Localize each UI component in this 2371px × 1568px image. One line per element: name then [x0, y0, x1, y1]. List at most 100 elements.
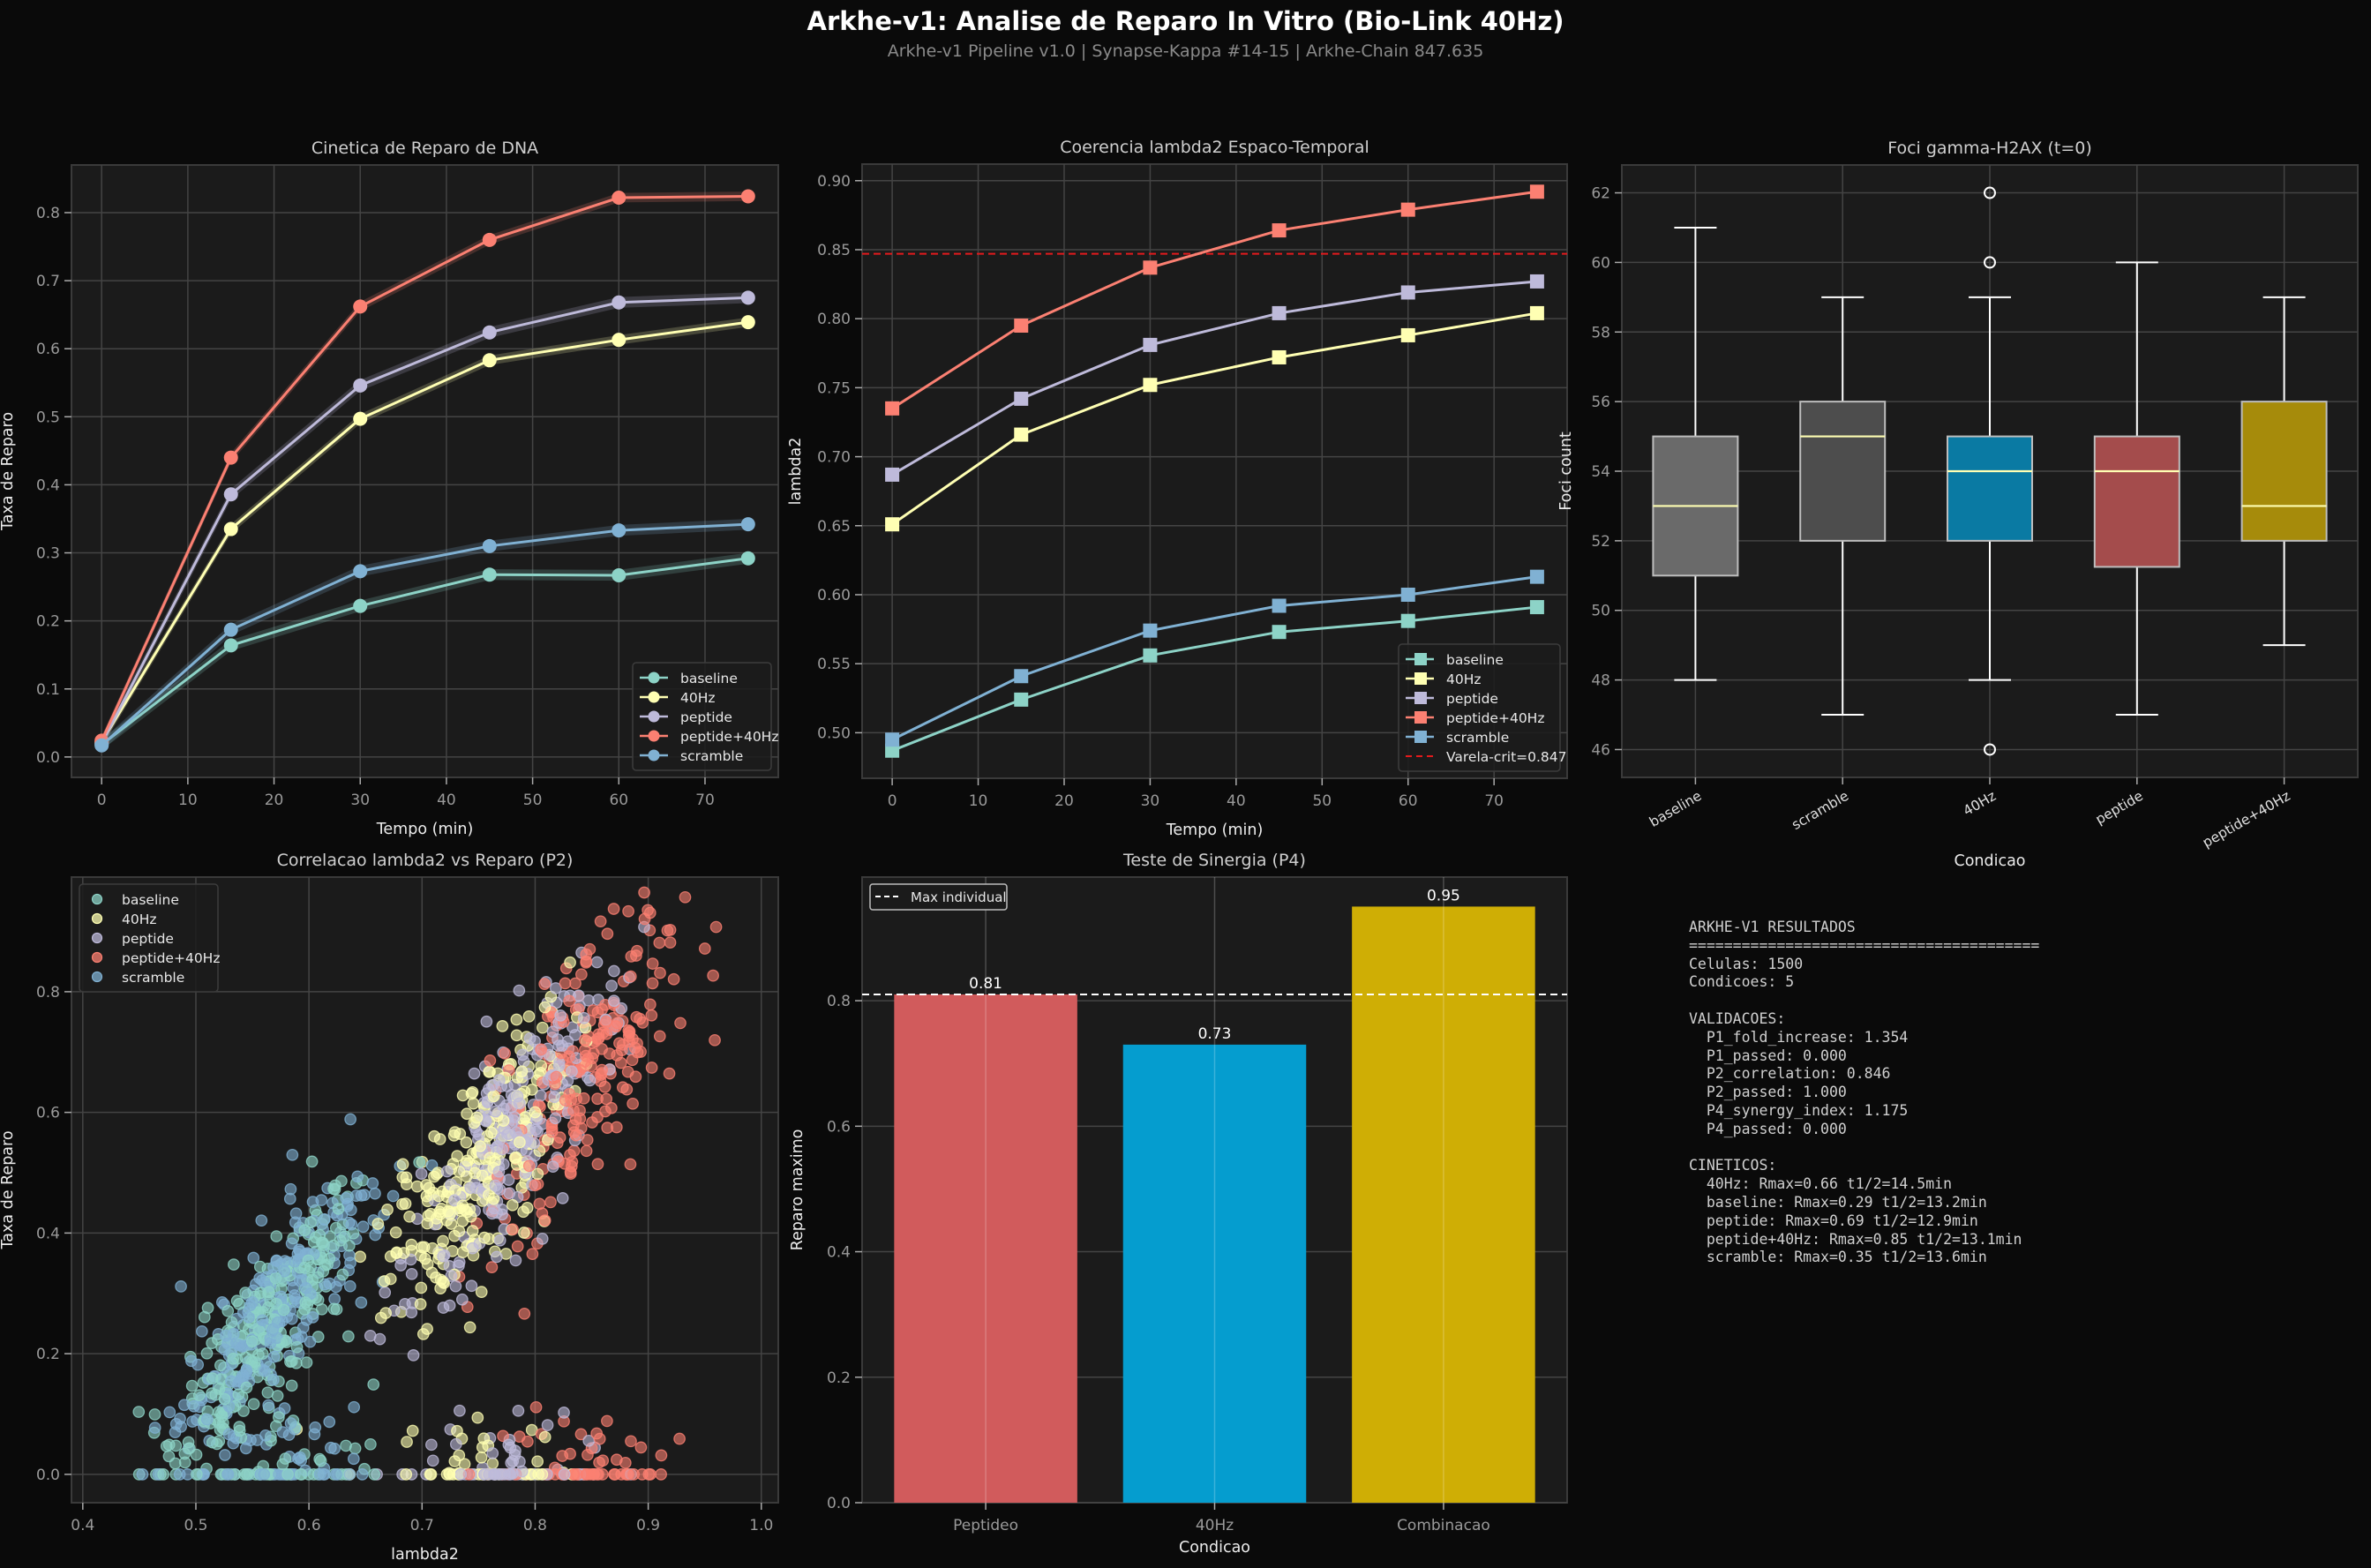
- legend-label: Varela-crit=0.847: [1446, 749, 1567, 765]
- y-tick-label: 0.8: [827, 993, 851, 1010]
- scatter-point: [607, 903, 620, 915]
- scatter-point: [466, 1085, 479, 1099]
- scatter-point: [148, 1422, 161, 1434]
- y-tick-label: 0.80: [817, 311, 851, 328]
- scatter-point: [437, 1302, 450, 1314]
- scatter-point: [624, 1158, 637, 1171]
- data-point: [353, 564, 368, 579]
- scatter-point: [563, 994, 575, 1008]
- scatter-point: [629, 1070, 642, 1084]
- scatter-point: [569, 1029, 581, 1041]
- scatter-point: [261, 1386, 274, 1399]
- scatter-point: [572, 989, 585, 1002]
- series-40hz: [885, 305, 1544, 532]
- scatter-point: [255, 1214, 268, 1227]
- scatter-point: [314, 1454, 327, 1467]
- scatter-point: [630, 949, 642, 962]
- scatter-point: [617, 1039, 629, 1051]
- scatter-point: [311, 1294, 325, 1307]
- scatter-point: [642, 1468, 656, 1481]
- x-tick-label: scramble: [1789, 788, 1851, 833]
- x-tick-label: 50: [523, 792, 543, 809]
- y-tick-label: 0.6: [827, 1118, 851, 1136]
- scatter-point: [420, 1179, 432, 1191]
- scatter-point: [513, 1430, 526, 1444]
- x-tick-label: peptide: [2093, 788, 2146, 828]
- data-point: [482, 232, 497, 247]
- series-baseline: [885, 600, 1544, 758]
- legend-item-scramble: scramble: [640, 748, 743, 764]
- x-tick-label: 30: [350, 792, 370, 809]
- scatter-point: [244, 1299, 257, 1312]
- series-line: [891, 575, 1538, 741]
- data-point: [885, 401, 900, 416]
- scatter-point: [300, 1356, 313, 1369]
- scatter-point: [270, 1255, 283, 1267]
- scatter-point: [667, 972, 680, 986]
- x-tick-label: 50: [1312, 792, 1332, 810]
- data-point: [612, 523, 627, 538]
- data-point: [223, 622, 238, 637]
- scatter-point: [577, 1011, 590, 1024]
- legend-item-peptide-40hz: peptide+40Hz: [91, 950, 220, 966]
- scatter-point: [428, 1170, 440, 1183]
- scatter-point: [240, 1381, 253, 1394]
- scatter-point: [299, 1281, 312, 1294]
- scatter-point: [247, 1251, 260, 1264]
- scatter-point: [267, 1350, 281, 1363]
- y-tick-label: 0.2: [36, 1346, 60, 1363]
- scatter-point: [256, 1347, 269, 1361]
- iqr-box: [1947, 435, 2033, 542]
- chart-kinetics: 0.0 0.1 0.2 0.3 0.4 0.5 0.6 0.7 0.8 0 10 20 30 40 50 60…: [0, 139, 779, 838]
- scatter-point: [541, 1419, 554, 1431]
- scatter-point: [405, 1267, 418, 1280]
- scatter-point: [484, 1126, 498, 1139]
- x-tick-label: 20: [265, 792, 284, 809]
- scatter-point: [444, 1207, 456, 1220]
- scatter-point: [528, 1137, 541, 1150]
- scatter-point: [329, 1221, 342, 1234]
- x-tick-label: 30: [1141, 792, 1160, 810]
- scatter-point: [425, 1438, 438, 1452]
- scatter-point: [287, 1281, 300, 1294]
- data-point: [353, 411, 368, 426]
- data-point: [612, 191, 627, 206]
- scatter-point: [594, 915, 607, 928]
- scatter-point: [269, 1272, 282, 1285]
- scatter-point: [406, 1424, 419, 1437]
- scatter-point: [136, 1468, 149, 1481]
- scatter-point: [241, 1468, 254, 1481]
- scatter-points: [132, 886, 723, 1481]
- x-tick-label: 10: [969, 792, 988, 810]
- bar: [894, 994, 1077, 1503]
- scatter-point: [367, 1378, 380, 1391]
- scatter-point: [558, 1407, 570, 1419]
- x-tick-label: 70: [695, 792, 715, 809]
- scatter-point: [285, 1354, 298, 1368]
- scatter-point: [556, 1192, 569, 1204]
- scatter-point: [386, 1189, 400, 1203]
- legend-item-40hz: 40Hz: [640, 690, 716, 706]
- scatter-point: [323, 1252, 336, 1265]
- data-point: [1143, 260, 1158, 275]
- scatter-point: [581, 1134, 594, 1146]
- scatter-point: [465, 1279, 478, 1293]
- scatter-point: [598, 1080, 612, 1093]
- scatter-point: [201, 1302, 214, 1315]
- scatter-point: [258, 1468, 271, 1481]
- y-tick-label: 0.6: [36, 1105, 60, 1122]
- scatter-point: [369, 1187, 381, 1200]
- y-tick-label: 0.70: [817, 449, 851, 467]
- scatter-point: [354, 1250, 367, 1264]
- scatter-point: [674, 1017, 687, 1030]
- scatter-point: [480, 1015, 493, 1028]
- legend-label: scramble: [1446, 730, 1509, 746]
- data-point: [1272, 305, 1287, 320]
- scatter-point: [622, 904, 634, 918]
- scatter-point: [185, 1379, 199, 1392]
- scatter-point: [567, 1126, 581, 1139]
- bar-peptideo: 0.81 Peptideo: [894, 877, 1077, 1534]
- scatter-point: [489, 1105, 502, 1118]
- scatter-point: [565, 1159, 578, 1173]
- scatter-point: [371, 1218, 385, 1230]
